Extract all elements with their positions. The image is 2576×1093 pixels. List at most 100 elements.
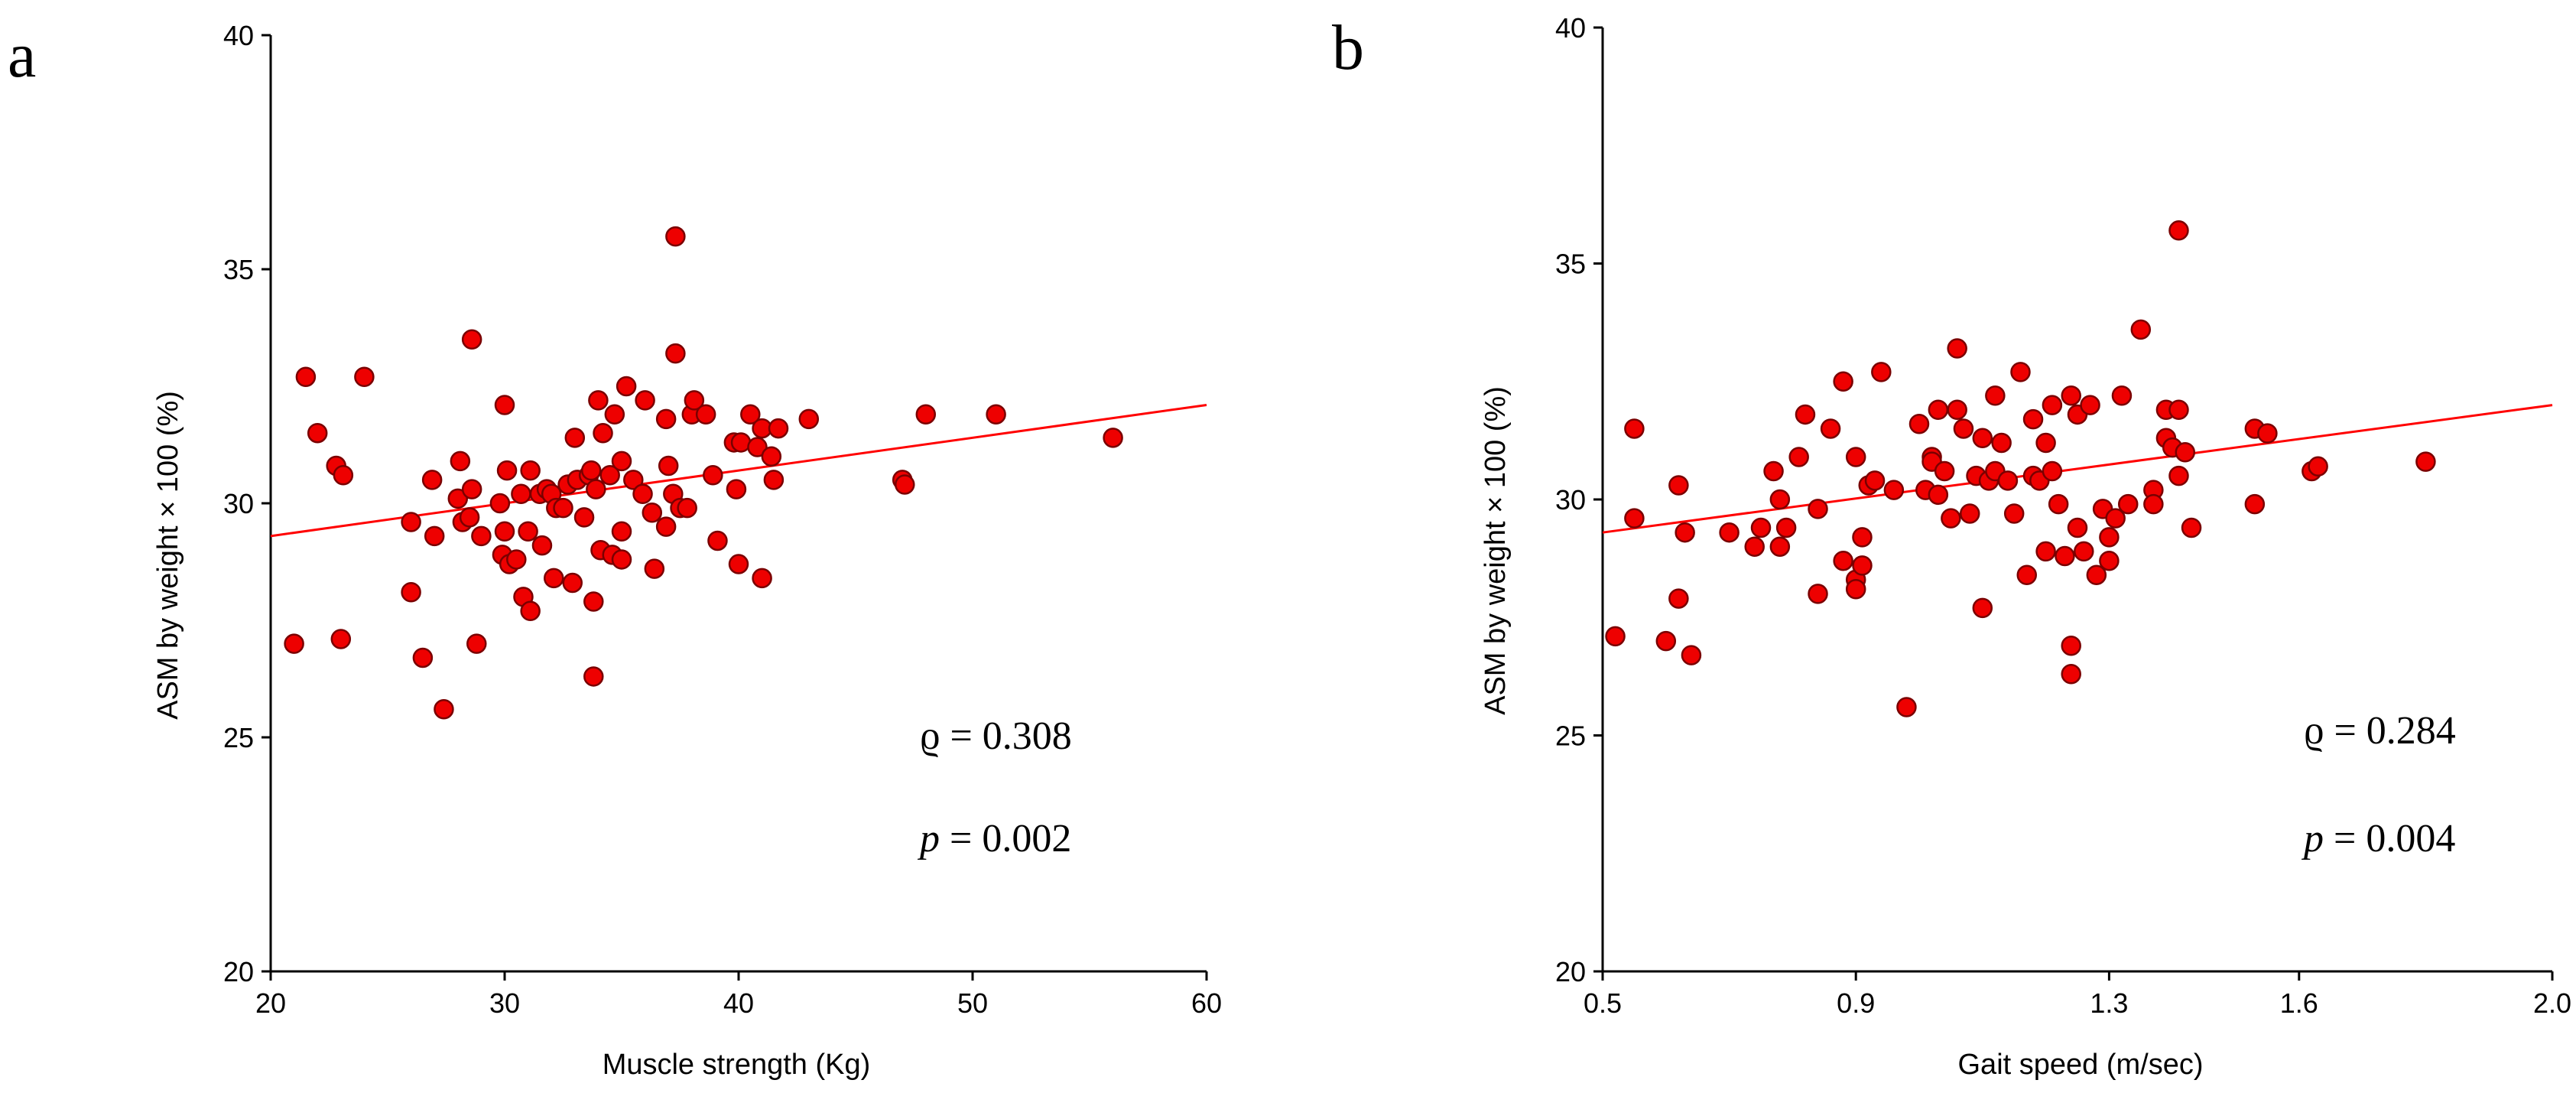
panel-b-data-point <box>2099 550 2120 571</box>
panel-a-y-tick-label: 20 <box>223 956 254 987</box>
panel-b-rho-annotation: ϱ = 0.284 <box>2304 709 2456 753</box>
panel-a-data-point <box>421 470 443 490</box>
panel-a-data-point <box>506 549 527 570</box>
panel-b-data-point <box>1997 470 2019 491</box>
panel-b-data-point <box>1719 522 1740 543</box>
panel-b-p-annotation: p = 0.004 <box>2301 817 2455 860</box>
panel-b-data-point <box>1972 597 1993 619</box>
panel-a-x-axis-title: Muscle strength (Kg) <box>603 1049 871 1081</box>
panel-b-data-point <box>1852 555 1873 576</box>
panel-b-data-point <box>1845 447 1866 467</box>
panel-a-data-point <box>703 465 723 486</box>
panel-a-data-point <box>496 460 518 481</box>
panel-b-data-point <box>2061 385 2081 406</box>
panel-a-data-point <box>644 558 665 579</box>
panel-b-data-point <box>2042 395 2063 415</box>
panel-b-data-point <box>1991 432 2012 454</box>
panel-b-data-point <box>2061 636 2081 656</box>
panel-b-data-point <box>2035 432 2056 454</box>
panel-b-y-tick-label: 30 <box>1555 484 1586 516</box>
panel-b-data-point <box>1763 460 1784 482</box>
panel-b-data-point <box>1908 414 1930 434</box>
panel-a-regression-line <box>270 403 1207 538</box>
panel-a-data-point <box>471 525 492 547</box>
panel-b-p-value: = 0.004 <box>2324 817 2455 860</box>
panel-b-rho-symbol: ϱ <box>2304 709 2324 753</box>
panel-b-data-point <box>2061 664 2081 685</box>
panel-b-data-point <box>2130 319 2152 340</box>
panel-a-data-point <box>295 366 317 388</box>
panel-b-y-tick-label: 25 <box>1555 721 1586 752</box>
panel-a-x-tick-label: 40 <box>723 987 754 1019</box>
panel-b-data-point <box>1750 517 1772 538</box>
panel-b-data-point <box>1928 484 1949 506</box>
panel-b-x-axis-title: Gait speed (m/sec) <box>1958 1049 2204 1081</box>
panel-a-data-point <box>412 647 434 668</box>
panel-a-data-point <box>623 470 644 490</box>
panel-b-data-point <box>2105 508 2126 529</box>
panel-b-data-point <box>2168 399 2189 421</box>
panel-a-data-point <box>434 699 454 720</box>
panel-b-data-point <box>2168 465 2189 486</box>
panel-a-y-tick-label: 35 <box>223 254 254 285</box>
panel-b-x-tick-label: 2.0 <box>2533 987 2571 1019</box>
panel-b-p-symbol: p <box>2301 817 2324 860</box>
panel-a-data-point <box>665 343 686 364</box>
panel-a-data-point <box>511 483 531 505</box>
panel-a-data-point <box>553 497 573 519</box>
panel-b-data-point <box>2067 517 2088 538</box>
panel-b-data-point <box>1883 480 1905 500</box>
panel-a: a 20 25 30 35 40 20 30 40 50 60 Muscle strength (… <box>8 20 1222 1081</box>
panel-b-data-point <box>2175 442 2196 463</box>
panel-b-data-point <box>2048 493 2069 515</box>
panel-b-data-point <box>2080 395 2100 415</box>
panel-a-p-annotation: p = 0.002 <box>917 817 1071 860</box>
panel-b-y-tick-label: 35 <box>1555 249 1586 280</box>
panel-a-data-point <box>518 521 538 542</box>
panel-a-data-point <box>728 554 749 574</box>
panel-a-data-point <box>895 474 915 495</box>
panel-a-data-point <box>520 600 541 622</box>
panel-b-data-point <box>2035 541 2056 562</box>
panel-a-y-tick-label: 25 <box>223 722 254 753</box>
panel-a-data-point <box>489 493 511 514</box>
panel-b-data-point <box>1744 536 1765 557</box>
panel-b-x-tick-label: 1.3 <box>2090 987 2128 1019</box>
panel-b-data-point <box>1864 470 1886 491</box>
panel-b-data-point <box>1820 418 1841 439</box>
panel-b-data-point <box>1675 522 1695 543</box>
panel-a-rho-value: = 0.308 <box>940 714 1071 758</box>
panel-b-data-point <box>1668 588 1689 609</box>
panel-b-data-point <box>1953 418 1974 439</box>
panel-b-data-point <box>2117 493 2139 515</box>
panel-b-data-point <box>1788 447 1809 467</box>
panel-a-data-point <box>599 465 620 486</box>
panel-b-data-point <box>1681 645 1702 665</box>
panel-a-data-point <box>583 666 604 687</box>
panel-a-data-point <box>307 422 328 444</box>
panel-a-x-tick-label: 30 <box>489 987 520 1019</box>
panel-b-data-point <box>2308 456 2328 477</box>
panel-a-data-point <box>284 633 304 654</box>
panel-a-data-point <box>665 226 686 247</box>
panel-a-data-point <box>986 404 1006 425</box>
panel-a-data-point <box>642 502 663 523</box>
panel-a-data-point <box>333 465 354 486</box>
panel-a-data-point <box>354 366 375 388</box>
panel-a-data-point <box>330 629 352 649</box>
panel-b-data-point <box>1769 536 1791 557</box>
panel-a-data-point <box>461 479 482 499</box>
panel-b-data-point <box>1985 385 2006 406</box>
panel-a-label: a <box>8 20 36 91</box>
panel-a-rho-symbol: ϱ <box>920 714 940 758</box>
panel-a-data-point <box>520 460 541 481</box>
panel-b-data-point <box>1808 499 1828 519</box>
panel-a-data-point <box>726 479 747 499</box>
panel-b-data-point <box>1605 626 1626 647</box>
panel-b-data-point <box>1668 475 1689 496</box>
panel-a-data-point <box>677 497 697 519</box>
panel-a-data-point <box>586 479 606 499</box>
panel-b-plot-area: 20 25 30 35 40 0.5 0.9 1.3 1.6 2.0 <box>1555 12 2571 1019</box>
panel-b-data-point <box>1775 517 1797 538</box>
panel-a-data-point <box>1103 428 1123 448</box>
